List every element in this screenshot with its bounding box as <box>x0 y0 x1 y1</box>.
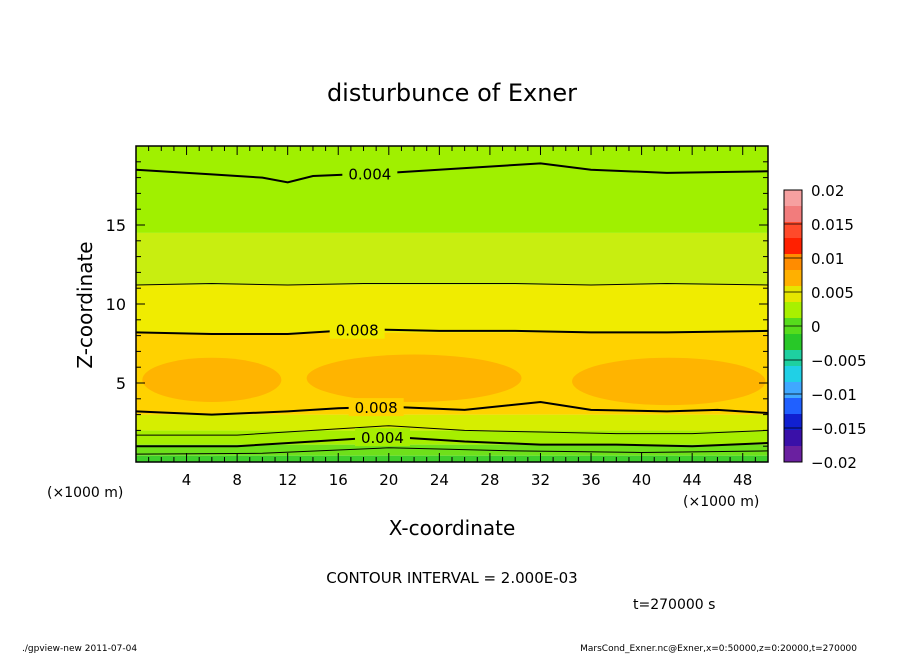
x-tick-label: 12 <box>278 471 297 489</box>
colorbar-swatch <box>784 238 802 255</box>
contour-line-0 <box>135 447 769 455</box>
y-tick-label: 15 <box>106 216 126 235</box>
y-tick-label: 5 <box>116 374 126 393</box>
time-label: t=270000 s <box>633 597 715 613</box>
x-tick-label: 24 <box>430 471 449 489</box>
x-tick-label: 36 <box>581 471 600 489</box>
footer-left: ./gpview-new 2011-07-04 <box>22 644 137 654</box>
x-tick-label: 48 <box>733 471 752 489</box>
band-1 <box>136 444 768 456</box>
contour-label-1: 0.008 <box>355 399 398 417</box>
contour-line-4 <box>135 328 769 335</box>
chart-title: disturbunce of Exner <box>327 79 577 107</box>
contour-label-3: 0.004 <box>348 166 391 184</box>
colorbar-swatch <box>784 382 802 399</box>
colorbar-swatch <box>784 398 802 415</box>
contour-label-bg-3 <box>342 164 398 183</box>
contour-label-2: 0.008 <box>336 322 379 340</box>
colorbar-swatch <box>784 286 802 303</box>
colorbar-tick-label: 0.015 <box>811 216 854 234</box>
contour-label-bg-2 <box>329 320 385 339</box>
colorbar-swatch <box>784 302 802 319</box>
x-tick-label: 28 <box>480 471 499 489</box>
colorbar-tick-label: −0.02 <box>811 454 857 472</box>
y-tick-label: 10 <box>106 295 126 314</box>
contour-interval-text: CONTOUR INTERVAL = 2.000E-03 <box>326 569 577 587</box>
contour-line-2 <box>136 425 769 436</box>
contour-line-1 <box>136 435 769 448</box>
colorbar-tick-label: −0.015 <box>811 420 867 438</box>
contour-line-3 <box>135 400 769 416</box>
contour-label-bg-1 <box>348 398 404 417</box>
patch-0 <box>142 357 282 402</box>
colorbar-swatch <box>784 430 802 447</box>
colorbar-tick-label: 0 <box>811 318 821 336</box>
colorbar-swatch <box>784 366 802 383</box>
band-3 <box>136 414 768 431</box>
x-tick-label: 44 <box>683 471 702 489</box>
x-tick-label: 8 <box>232 471 242 489</box>
colorbar-swatch <box>784 222 802 239</box>
footer-right: MarsCond_Exner.nc@Exner,x=0:50000,z=0:20… <box>580 644 857 654</box>
contour-label-0: 0.004 <box>361 429 404 447</box>
colorbar-swatch <box>784 446 802 463</box>
contour-line-5 <box>135 282 769 286</box>
colorbar-swatch <box>784 414 802 431</box>
patch-2 <box>572 357 766 406</box>
band-7 <box>136 146 768 233</box>
y-axis-label: Z-coordinate <box>73 241 97 368</box>
colorbar-swatch <box>784 334 802 351</box>
colorbar-swatch <box>784 190 802 207</box>
contour-label-bg-0 <box>354 428 410 447</box>
x-tick-label: 32 <box>531 471 550 489</box>
x-tick-label: 16 <box>329 471 348 489</box>
band-5 <box>136 285 768 333</box>
colorbar-swatch <box>784 270 802 287</box>
patch-1 <box>306 354 522 402</box>
colorbar-tick-label: −0.005 <box>811 352 867 370</box>
band-2 <box>136 430 768 445</box>
band-6 <box>136 232 768 286</box>
x-tick-label: 20 <box>379 471 398 489</box>
x-unit-label: (×1000 m) <box>683 494 759 510</box>
colorbar-tick-label: 0.01 <box>811 250 844 268</box>
colorbar-swatch <box>784 350 802 367</box>
x-tick-label: 4 <box>182 471 192 489</box>
colorbar-swatch <box>784 254 802 271</box>
x-tick-label: 40 <box>632 471 651 489</box>
colorbar-tick-label: 0.02 <box>811 182 844 200</box>
colorbar-swatch <box>784 206 802 223</box>
colorbar-tick-label: 0.005 <box>811 284 854 302</box>
y-unit-label: (×1000 m) <box>47 485 123 501</box>
colorbar: 0.02 0.015 0.01 0.005 0 −0.005 −0.01 −0.015 −0.0… <box>783 182 867 472</box>
x-axis-label: X-coordinate <box>389 516 516 540</box>
colorbar-tick-label: −0.01 <box>811 386 857 404</box>
